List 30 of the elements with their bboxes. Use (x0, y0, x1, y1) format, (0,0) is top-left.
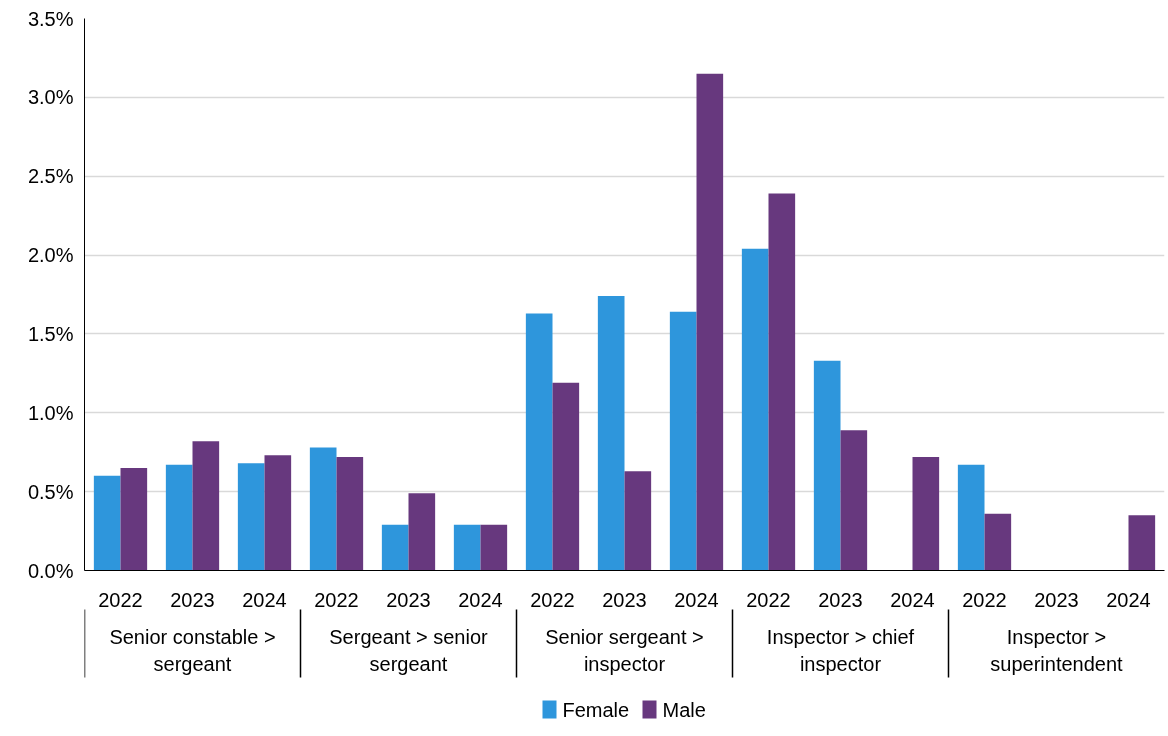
x-tick-label: 2024 (458, 588, 503, 611)
y-tick-label: 1.0% (27, 401, 74, 424)
text: Senior sergeant > inspector (545, 625, 704, 675)
x-tick-label: 2023 (1034, 588, 1079, 611)
text: Inspector > chief inspector (766, 625, 915, 675)
x-tick-label: 2023 (386, 588, 431, 611)
legend-label: Male (662, 698, 706, 721)
y-tick-label: 3.0% (27, 86, 74, 109)
y-tick-label: 2.0% (27, 244, 74, 267)
text: Senior constable > sergeant (109, 625, 276, 675)
x-tick-label: 2024 (674, 588, 719, 611)
y-tick-label: 1.5% (27, 322, 74, 345)
x-tick-label: 2023 (170, 588, 215, 611)
x-tick-label: 2024 (242, 588, 287, 611)
x-tick-label: 2023 (818, 588, 863, 611)
x-tick-label: 2022 (962, 588, 1007, 611)
y-tick-label: 0.5% (27, 480, 74, 503)
x-tick-label: 2024 (1106, 588, 1151, 611)
text: Inspector > superintendent (990, 625, 1124, 675)
text: Sergeant > senior sergeant (329, 625, 489, 675)
legend-label: Female (562, 698, 630, 721)
y-tick-label: 3.5% (27, 7, 74, 30)
y-tick-label: 0.0% (27, 559, 74, 582)
x-tick-label: 2022 (746, 588, 791, 611)
y-tick-label: 2.5% (27, 165, 74, 188)
x-tick-label: 2024 (890, 588, 935, 611)
x-tick-label: 2022 (530, 588, 575, 611)
x-tick-label: 2022 (98, 588, 143, 611)
x-tick-label: 2022 (314, 588, 359, 611)
x-tick-label: 2023 (602, 588, 647, 611)
